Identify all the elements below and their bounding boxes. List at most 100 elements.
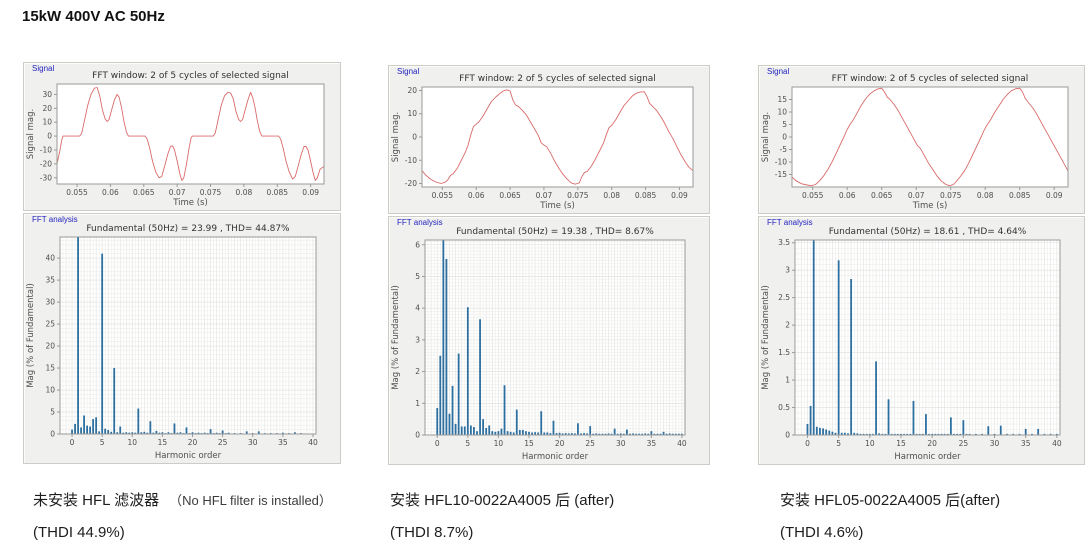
svg-text:0.075: 0.075 <box>200 188 222 197</box>
svg-text:30: 30 <box>45 298 55 307</box>
svg-text:40: 40 <box>308 438 318 447</box>
svg-text:Time (s): Time (s) <box>539 201 575 211</box>
svg-text:0.06: 0.06 <box>839 191 856 200</box>
svg-text:4: 4 <box>415 304 420 313</box>
svg-text:Time (s): Time (s) <box>172 198 208 208</box>
svg-text:30: 30 <box>248 438 258 447</box>
svg-text:-10: -10 <box>775 158 787 167</box>
svg-text:0: 0 <box>435 439 440 448</box>
svg-text:Mag (% of Fundamental): Mag (% of Fundamental) <box>26 283 36 388</box>
fft-plot-no-filter: 0 5 10 15 20 25 30 35 40 0 5 10 15 20 25 30 35 40 Fundamen… <box>26 224 318 461</box>
signal-plot-hfl10: 0.055 0.06 0.065 0.07 0.075 0.08 0.085 0.09 -20 -… <box>391 74 694 211</box>
fft-panel-hfl10: FFT analysis 0 5 10 15 20 25 30 35 40 0 1 2 3 4 5 6 Fund… <box>388 216 710 465</box>
svg-text:0.07: 0.07 <box>536 191 553 200</box>
svg-text:25: 25 <box>218 438 228 447</box>
svg-text:0: 0 <box>785 431 790 440</box>
svg-text:-10: -10 <box>40 145 52 154</box>
signal-plot-no-filter: 0.055 0.06 0.065 0.07 0.075 0.08 0.085 0.09 -30 -… <box>26 71 325 208</box>
svg-text:0: 0 <box>805 439 810 448</box>
svg-text:5: 5 <box>836 439 841 448</box>
svg-text:0.08: 0.08 <box>977 191 994 200</box>
svg-text:5: 5 <box>782 120 787 129</box>
svg-text:25: 25 <box>959 439 969 448</box>
svg-text:40: 40 <box>1052 439 1062 448</box>
page-title: 15kW 400V AC 50Hz <box>22 8 165 25</box>
svg-text:Harmonic order: Harmonic order <box>894 452 961 462</box>
svg-text:40: 40 <box>45 254 55 263</box>
svg-text:FFT window: 2 of 5 cycles of s: FFT window: 2 of 5 cycles of selected si… <box>459 74 656 84</box>
svg-text:0.075: 0.075 <box>567 191 589 200</box>
signal-panel-label: Signal <box>395 67 422 76</box>
svg-text:30: 30 <box>990 439 1000 448</box>
svg-text:20: 20 <box>927 439 937 448</box>
fft-plot-hfl10: 0 5 10 15 20 25 30 35 40 0 1 2 3 4 5 6 Fundamental (50Hz… <box>391 227 687 462</box>
svg-text:FFT window: 2 of 5 cycles of s: FFT window: 2 of 5 cycles of selected si… <box>92 71 289 81</box>
svg-text:0.09: 0.09 <box>1046 191 1063 200</box>
svg-text:6: 6 <box>415 240 420 249</box>
svg-text:-20: -20 <box>40 159 52 168</box>
svg-text:3: 3 <box>415 335 420 344</box>
svg-text:Harmonic order: Harmonic order <box>522 452 589 462</box>
svg-text:0.055: 0.055 <box>66 188 88 197</box>
signal-panel-label: Signal <box>765 67 792 76</box>
svg-text:0.085: 0.085 <box>267 188 289 197</box>
svg-text:3.5: 3.5 <box>778 238 790 247</box>
svg-text:Mag (% of Fundamental): Mag (% of Fundamental) <box>391 285 401 390</box>
svg-text:Fundamental (50Hz) = 23.99 , T: Fundamental (50Hz) = 23.99 , THD= 44.87% <box>86 224 290 234</box>
svg-text:0.06: 0.06 <box>468 191 485 200</box>
svg-text:0.07: 0.07 <box>908 191 925 200</box>
caption-hfl05-thdi: (THDI 4.6%) <box>780 524 864 541</box>
svg-text:0.09: 0.09 <box>302 188 319 197</box>
svg-text:0.085: 0.085 <box>1009 191 1031 200</box>
svg-text:0.065: 0.065 <box>499 191 521 200</box>
svg-text:0: 0 <box>412 133 417 142</box>
caption-no-filter-thdi: (THDI 44.9%) <box>33 524 125 541</box>
fft-panel-label: FFT analysis <box>30 215 80 224</box>
fft-panel-hfl05: FFT analysis 0 5 10 15 20 25 30 35 40 0 0.5 1 1.5 2 2.… <box>758 216 1085 465</box>
caption-hfl10: 安装 HFL10-0022A4005 后 (after) <box>390 489 614 510</box>
svg-text:0.065: 0.065 <box>133 188 155 197</box>
svg-text:0.06: 0.06 <box>102 188 119 197</box>
svg-text:0: 0 <box>415 431 420 440</box>
caption-hfl10-cn: 安装 HFL10-0022A4005 后 (after) <box>390 492 615 509</box>
svg-text:20: 20 <box>407 86 417 95</box>
svg-text:25: 25 <box>45 320 55 329</box>
fft-panel-label: FFT analysis <box>395 218 445 227</box>
svg-text:1.5: 1.5 <box>778 348 790 357</box>
svg-text:35: 35 <box>647 439 657 448</box>
svg-text:FFT window: 2 of 5 cycles of s: FFT window: 2 of 5 cycles of selected si… <box>832 74 1029 84</box>
svg-text:0.055: 0.055 <box>802 191 824 200</box>
svg-text:Signal mag.: Signal mag. <box>391 112 401 162</box>
caption-no-filter-cn: 未安装 HFL 滤波器 <box>33 492 160 509</box>
svg-text:Fundamental (50Hz) = 19.38 , T: Fundamental (50Hz) = 19.38 , THD= 8.67% <box>456 227 654 237</box>
svg-text:0: 0 <box>70 438 75 447</box>
svg-text:30: 30 <box>42 90 52 99</box>
svg-text:0.5: 0.5 <box>778 403 790 412</box>
svg-text:10: 10 <box>128 438 138 447</box>
svg-text:0.075: 0.075 <box>940 191 962 200</box>
svg-text:0.07: 0.07 <box>169 188 186 197</box>
svg-text:0.085: 0.085 <box>635 191 657 200</box>
svg-text:10: 10 <box>777 108 787 117</box>
svg-text:20: 20 <box>555 439 565 448</box>
svg-text:Signal mag.: Signal mag. <box>761 112 771 162</box>
svg-text:15: 15 <box>896 439 906 448</box>
svg-text:2: 2 <box>415 367 420 376</box>
svg-text:35: 35 <box>278 438 288 447</box>
caption-no-filter-en: （No HFL filter is installed） <box>169 493 332 508</box>
svg-text:20: 20 <box>45 342 55 351</box>
svg-text:5: 5 <box>100 438 105 447</box>
svg-text:35: 35 <box>45 276 55 285</box>
svg-text:5: 5 <box>415 272 420 281</box>
svg-text:0: 0 <box>50 430 55 439</box>
signal-panel-hfl10: Signal 0.055 0.06 0.065 0.07 0.075 0.08 0.085 0… <box>388 65 710 214</box>
svg-text:10: 10 <box>407 109 417 118</box>
svg-text:0: 0 <box>782 133 787 142</box>
svg-text:Time (s): Time (s) <box>912 201 948 211</box>
svg-text:25: 25 <box>585 439 595 448</box>
svg-text:20: 20 <box>188 438 198 447</box>
svg-text:0: 0 <box>47 132 52 141</box>
svg-text:40: 40 <box>677 439 687 448</box>
svg-text:Harmonic order: Harmonic order <box>155 451 222 461</box>
svg-text:2: 2 <box>785 321 790 330</box>
